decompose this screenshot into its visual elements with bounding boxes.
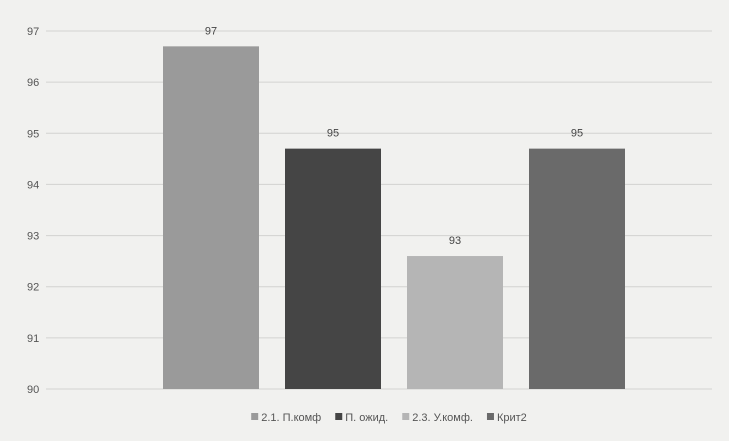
legend: 2.1. П.комф П. ожид. 2.3. У.комф. Крит2 bbox=[251, 412, 527, 424]
y-tick-label: 95 bbox=[27, 128, 39, 140]
data-label-2: 95 bbox=[327, 128, 339, 140]
y-tick-label: 92 bbox=[27, 282, 39, 294]
legend-swatch-3 bbox=[402, 413, 410, 420]
bar-1 bbox=[163, 46, 259, 389]
legend-label-2: П. ожид. bbox=[345, 412, 388, 424]
legend-label-3: 2.3. У.комф. bbox=[412, 412, 473, 424]
legend-swatch-1 bbox=[251, 413, 259, 420]
data-label-1: 97 bbox=[205, 25, 217, 37]
y-tick-label: 91 bbox=[27, 333, 39, 345]
y-tick-label: 93 bbox=[27, 231, 39, 243]
bar-4 bbox=[529, 148, 625, 389]
bar-3 bbox=[407, 256, 503, 389]
data-label-4: 95 bbox=[571, 128, 583, 140]
y-tick-label: 94 bbox=[27, 179, 39, 191]
legend-label-1: 2.1. П.комф bbox=[261, 412, 321, 424]
legend-label-4: Крит2 bbox=[497, 412, 527, 424]
data-label-3: 93 bbox=[449, 235, 461, 247]
y-tick-label: 96 bbox=[27, 77, 39, 89]
legend-swatch-4 bbox=[486, 413, 494, 420]
legend-swatch-2 bbox=[335, 413, 343, 420]
y-tick-label: 90 bbox=[27, 384, 39, 396]
bar-2 bbox=[285, 148, 381, 389]
y-tick-label: 97 bbox=[27, 26, 39, 38]
